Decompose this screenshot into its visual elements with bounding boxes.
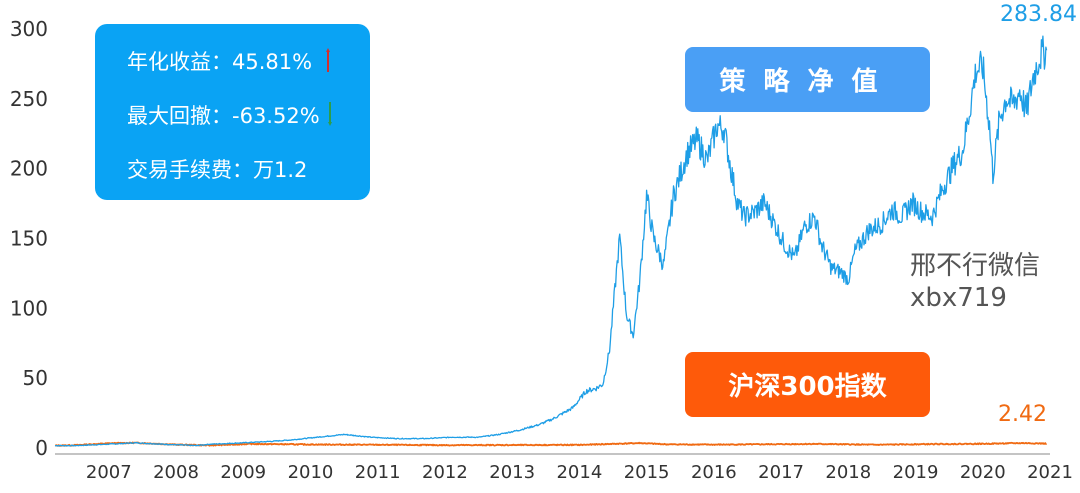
- x-tick-label: 2012: [422, 462, 468, 483]
- strategy-end-label: 283.84: [1000, 2, 1077, 27]
- strategy-series-line: [55, 35, 1048, 447]
- annual-return-text: 年化收益：45.81%: [127, 50, 313, 74]
- stats-panel: 年化收益：45.81% 最大回撤：-63.52% 交易手续费：万1.2: [95, 24, 370, 200]
- down-arrow-icon: [327, 102, 332, 126]
- max-drawdown-row: 最大回撤：-63.52%: [127, 100, 332, 130]
- watermark: 邢不行微信 xbx719: [910, 250, 1040, 314]
- y-tick-label: 150: [10, 227, 48, 251]
- max-drawdown-text: 最大回撤：-63.52%: [127, 104, 320, 128]
- index-badge: 沪深300指数: [685, 352, 930, 417]
- plot-area: [54, 35, 1048, 447]
- x-tick-label: 2007: [86, 462, 132, 483]
- x-tick-label: 2009: [220, 462, 266, 483]
- x-tick-label: 2014: [556, 462, 602, 483]
- y-axis: 0 50 100 150 200 250 300: [10, 17, 48, 460]
- y-tick-label: 100: [10, 296, 48, 320]
- x-axis: 2007 2008 2009 2010 2011 2012 2013 2014 2015 2016…: [55, 453, 1073, 483]
- index-series-line: [54, 441, 1048, 447]
- y-tick-label: 300: [10, 17, 48, 41]
- x-tick-label: 2020: [960, 462, 1006, 483]
- y-tick-label: 250: [10, 87, 48, 111]
- x-tick-label: 2011: [355, 462, 401, 483]
- watermark-line-2: xbx719: [910, 283, 1007, 313]
- trading-fee-row: 交易手续费：万1.2: [127, 154, 307, 184]
- trading-fee-text: 交易手续费：万1.2: [127, 158, 308, 182]
- watermark-line-1: 邢不行微信: [910, 251, 1041, 281]
- x-tick-label: 2021: [1027, 462, 1073, 483]
- x-tick-label: 2008: [153, 462, 199, 483]
- x-tick-label: 2016: [691, 462, 737, 483]
- y-tick-label: 50: [23, 366, 48, 390]
- x-tick-label: 2015: [624, 462, 670, 483]
- y-tick-label: 200: [10, 157, 48, 181]
- y-tick-label: 0: [35, 436, 48, 460]
- x-tick-label: 2017: [758, 462, 804, 483]
- strategy-nav-badge: 策略净值: [685, 47, 930, 112]
- x-tick-label: 2018: [825, 462, 871, 483]
- annual-return-row: 年化收益：45.81%: [127, 46, 331, 76]
- x-tick-label: 2019: [893, 462, 939, 483]
- up-arrow-icon: [326, 48, 331, 72]
- x-tick-label: 2010: [288, 462, 334, 483]
- index-end-label: 2.42: [998, 402, 1047, 427]
- x-tick-label: 2013: [489, 462, 535, 483]
